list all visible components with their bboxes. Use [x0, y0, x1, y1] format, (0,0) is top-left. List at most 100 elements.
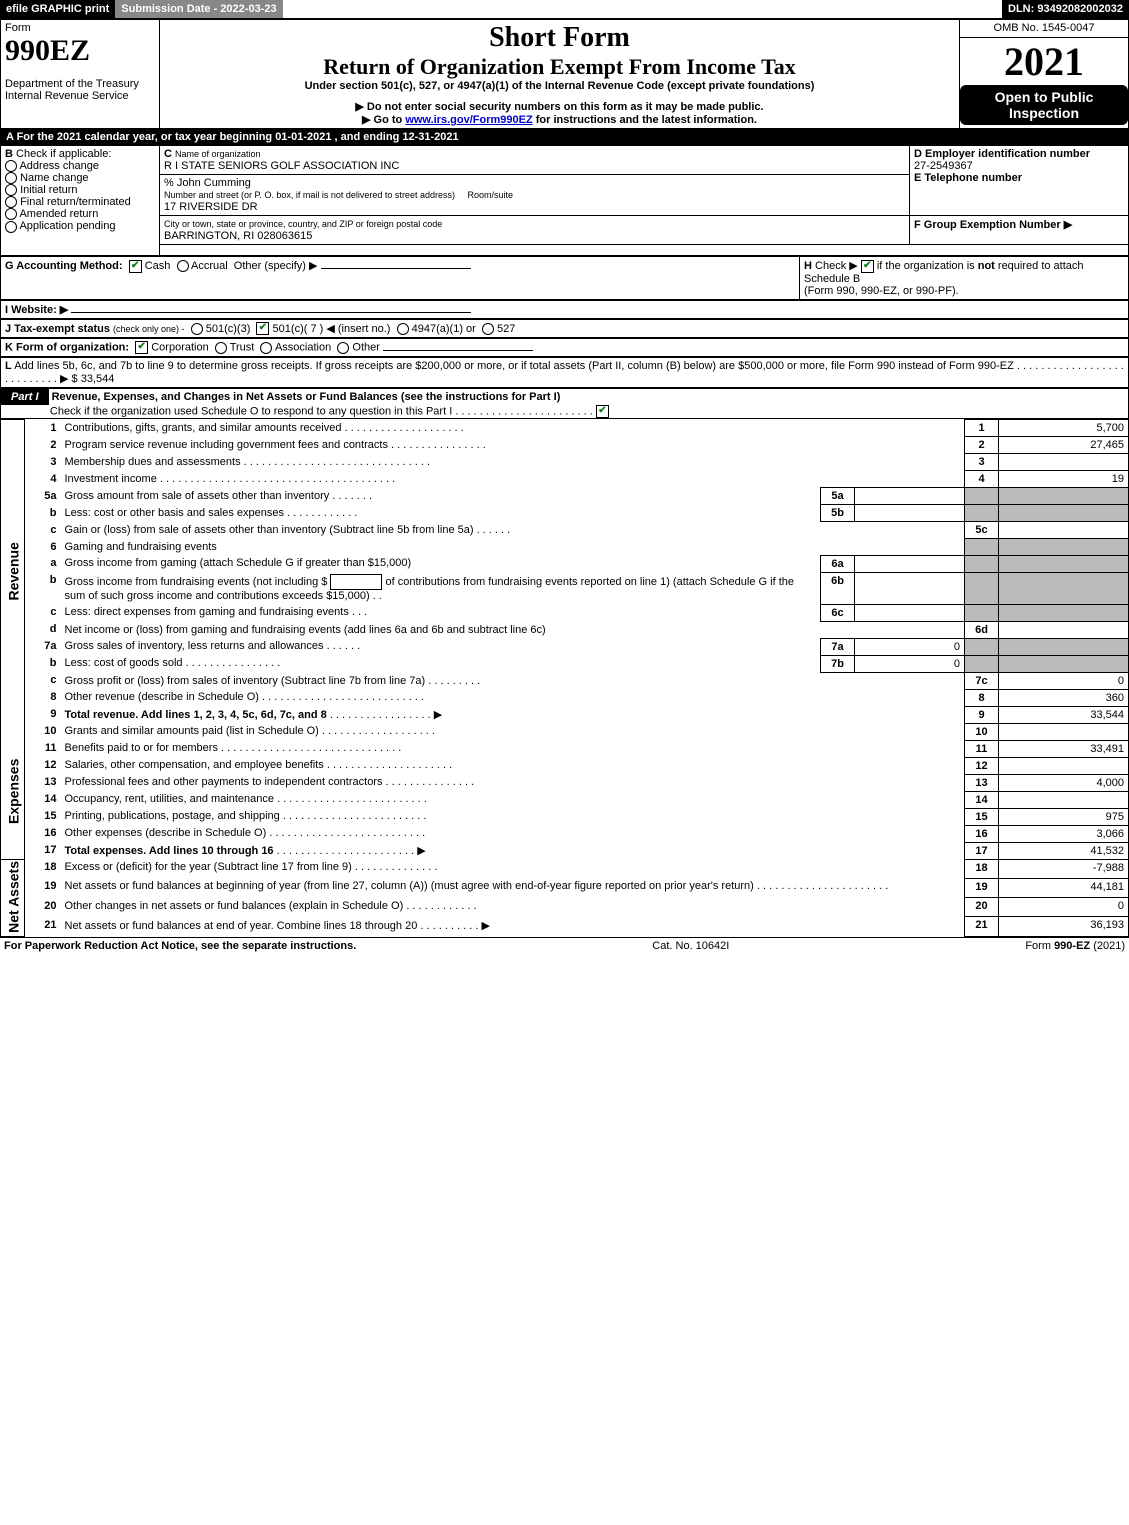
- assoc-checkbox[interactable]: [260, 342, 272, 354]
- 527-checkbox[interactable]: [482, 323, 494, 335]
- ein-value: 27-2549367: [914, 160, 973, 172]
- name-change-label: Name change: [20, 172, 89, 184]
- 501c3-checkbox[interactable]: [191, 323, 203, 335]
- l6b-gray: [965, 572, 999, 604]
- line-k: K Form of organization: ✔ Corporation Tr…: [1, 339, 1129, 357]
- l6c-mval: [855, 604, 965, 621]
- website-input[interactable]: [71, 312, 471, 313]
- initial-return-checkbox[interactable]: [5, 184, 17, 196]
- l13-rnum: 13: [965, 774, 999, 791]
- l12-text: Salaries, other compensation, and employ…: [65, 759, 324, 771]
- form-ref-num: 990-EZ: [1054, 940, 1090, 952]
- goto-note: ▶ Go to www.irs.gov/Form990EZ for instru…: [164, 113, 955, 126]
- spacer: [160, 245, 1129, 256]
- l21-rnum: 21: [965, 917, 999, 936]
- website-label: I Website: ▶: [5, 304, 68, 316]
- l1-num: 1: [50, 422, 56, 434]
- l16-rnum: 16: [965, 825, 999, 842]
- dept-treasury: Department of the Treasury: [5, 78, 155, 90]
- row-20: 20 Other changes in net assets or fund b…: [1, 898, 1129, 917]
- final-return-label: Final return/terminated: [20, 196, 131, 208]
- trust-checkbox[interactable]: [215, 342, 227, 354]
- corp-checkbox[interactable]: ✔: [135, 341, 148, 354]
- other-org-input[interactable]: [383, 350, 533, 351]
- row-6a: a Gross income from gaming (attach Sched…: [1, 555, 1129, 572]
- addr-change-checkbox[interactable]: [5, 160, 17, 172]
- l6c-gray2: [999, 604, 1129, 621]
- name-change-checkbox[interactable]: [5, 172, 17, 184]
- city-value: BARRINGTON, RI 028063615: [164, 230, 312, 242]
- box-c-addr: % John Cumming Number and street (or P. …: [160, 175, 910, 216]
- other-specify-label: Other (specify) ▶: [234, 260, 318, 272]
- submission-date: Submission Date - 2022-03-23: [115, 0, 282, 18]
- l7a-text: Gross sales of inventory, less returns a…: [65, 640, 324, 652]
- l5a-mnum: 5a: [821, 488, 855, 505]
- l-value: 33,544: [81, 373, 115, 385]
- l6a-gray: [965, 555, 999, 572]
- other-specify-input[interactable]: [321, 268, 471, 269]
- l5a-text: Gross amount from sale of assets other t…: [65, 490, 330, 502]
- l5b-num: b: [50, 507, 57, 519]
- box-c-label: C: [164, 148, 172, 160]
- l6d-num: d: [50, 623, 57, 635]
- ein-label: D Employer identification number: [914, 148, 1090, 160]
- l3-text: Membership dues and assessments: [65, 456, 241, 468]
- l7b-mval: 0: [855, 655, 965, 672]
- schedule-o-checkbox[interactable]: ✔: [596, 405, 609, 418]
- amended-return-checkbox[interactable]: [5, 208, 17, 220]
- l15-val: 975: [999, 808, 1129, 825]
- accrual-checkbox[interactable]: [177, 260, 189, 272]
- l-label: L: [5, 360, 12, 372]
- l21-val: 36,193: [999, 917, 1129, 936]
- 501c-checkbox[interactable]: ✔: [256, 322, 269, 335]
- l10-rnum: 10: [965, 723, 999, 740]
- top-bar: efile GRAPHIC print Submission Date - 20…: [0, 0, 1129, 19]
- 501c-label: 501(c)( 7 ) ◀ (insert no.): [273, 323, 391, 335]
- l9-arrow: ▶: [434, 709, 442, 721]
- l8-val: 360: [999, 689, 1129, 706]
- efile-print-label[interactable]: efile GRAPHIC print: [0, 0, 115, 18]
- omb-cell: OMB No. 1545-0047: [960, 20, 1129, 38]
- l6-gray: [965, 539, 999, 556]
- l13-val: 4,000: [999, 774, 1129, 791]
- addr-change-label: Address change: [19, 160, 99, 172]
- l6a-text: Gross income from gaming (attach Schedul…: [65, 557, 412, 569]
- l4-num: 4: [50, 473, 56, 485]
- l7a-mval: 0: [855, 638, 965, 655]
- app-pending-checkbox[interactable]: [5, 221, 17, 233]
- schedule-b-checkbox[interactable]: ✔: [861, 260, 874, 273]
- l6d-rnum: 6d: [965, 621, 999, 638]
- l6c-text: Less: direct expenses from gaming and fu…: [65, 606, 349, 618]
- box-d-e: D Employer identification number 27-2549…: [910, 146, 1129, 216]
- l7b-gray2: [999, 655, 1129, 672]
- row-7b: b Less: cost of goods sold . . . . . . .…: [1, 655, 1129, 672]
- final-return-checkbox[interactable]: [5, 196, 17, 208]
- l8-num: 8: [50, 691, 56, 703]
- l3-val: [999, 454, 1129, 471]
- row-15: 15 Printing, publications, postage, and …: [1, 808, 1129, 825]
- row-6c: c Less: direct expenses from gaming and …: [1, 604, 1129, 621]
- form-number: 990EZ: [5, 34, 155, 68]
- l5b-gray: [965, 505, 999, 522]
- part1-sub: Check if the organization used Schedule …: [50, 406, 452, 418]
- accrual-label: Accrual: [191, 260, 228, 272]
- tax-year: 2021: [960, 38, 1128, 85]
- l-arrow: ▶ $: [60, 373, 78, 385]
- form-ref-post: (2021): [1090, 940, 1125, 952]
- 4947-checkbox[interactable]: [397, 323, 409, 335]
- cash-checkbox[interactable]: ✔: [129, 260, 142, 273]
- l4-val: 19: [999, 471, 1129, 488]
- h-text4: (Form 990, 990-EZ, or 990-PF).: [804, 285, 959, 297]
- l15-text: Printing, publications, postage, and shi…: [65, 810, 280, 822]
- irs-link[interactable]: www.irs.gov/Form990EZ: [405, 114, 532, 126]
- row-17: 17 Total expenses. Add lines 10 through …: [1, 842, 1129, 859]
- l6b-amount-input[interactable]: [330, 574, 382, 590]
- row-18: Net Assets 18 Excess or (deficit) for th…: [1, 859, 1129, 878]
- row-8: 8 Other revenue (describe in Schedule O)…: [1, 689, 1129, 706]
- line-j-table: J Tax-exempt status (check only one) - 5…: [0, 319, 1129, 339]
- l7b-num: b: [50, 657, 57, 669]
- row-5a: 5a Gross amount from sale of assets othe…: [1, 488, 1129, 505]
- other-org-checkbox[interactable]: [337, 342, 349, 354]
- l6b-num: b: [50, 574, 57, 586]
- l4-text: Investment income: [65, 473, 157, 485]
